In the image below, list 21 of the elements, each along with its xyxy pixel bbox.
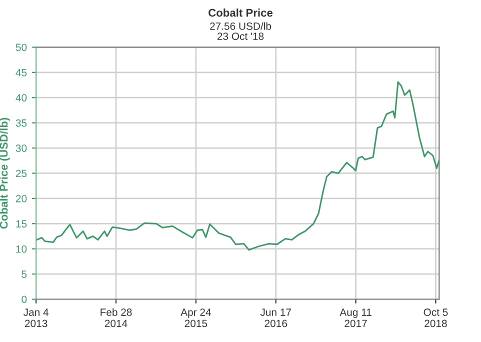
y-tick-label: 10 — [16, 245, 27, 253]
y-tick-label: 5 — [22, 270, 27, 278]
x-tick-label: Jun 17 2016 — [260, 308, 291, 328]
x-tick-label: Oct 5 2018 — [424, 308, 448, 328]
y-axis-title: Cobalt Price (USD/lb) — [0, 118, 10, 229]
line-series — [36, 81, 440, 251]
y-tick-label: 15 — [16, 220, 27, 228]
chart-subtitle: 27.56 USD/lb 23 Oct '18 — [210, 22, 272, 40]
y-tick-label: 20 — [16, 194, 27, 202]
y-tick-label: 45 — [16, 69, 27, 76]
x-tick-label: Jan 4 2013 — [24, 308, 49, 328]
x-tick-label: Apr 24 2015 — [180, 308, 211, 328]
y-tick-label: 25 — [16, 170, 27, 178]
y-tick-label: 30 — [16, 144, 27, 152]
y-tick-label: 50 — [16, 44, 27, 52]
x-tick-label: Aug 11 2017 — [340, 308, 372, 328]
y-tick-label: 35 — [16, 119, 27, 127]
chart-title: Cobalt Price — [208, 8, 273, 17]
y-tick-label: 40 — [16, 94, 27, 102]
y-tick-label: 0 — [22, 296, 27, 304]
x-tick-label: Feb 28 2014 — [100, 308, 132, 328]
